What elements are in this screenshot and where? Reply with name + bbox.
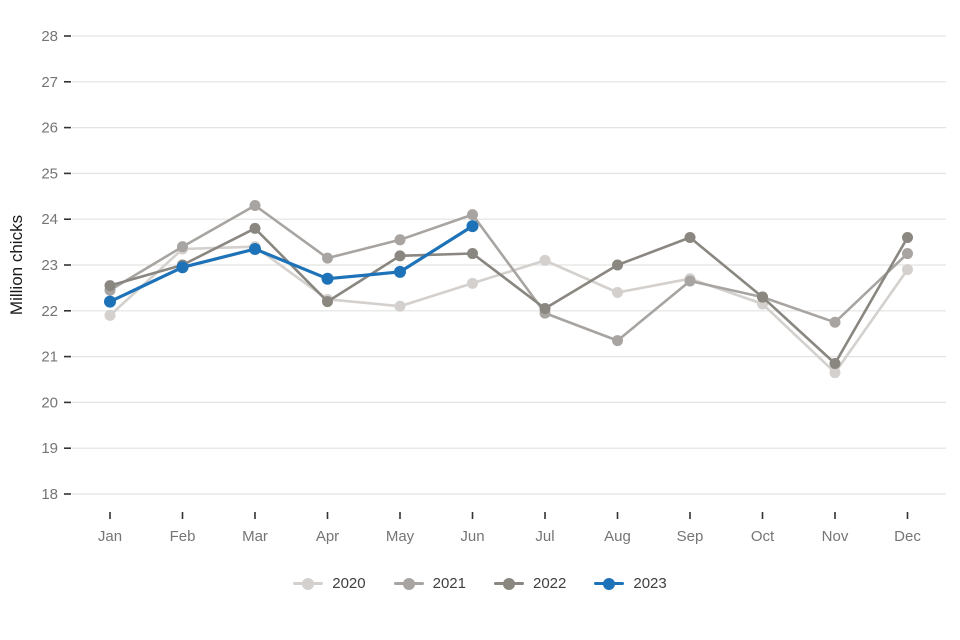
- legend-line-swatch: [594, 577, 625, 590]
- point-2020-Jun: [467, 277, 478, 289]
- point-2020-Dec: [902, 264, 913, 276]
- legend-label: 2020: [332, 575, 366, 592]
- point-2021-Feb: [177, 241, 188, 253]
- point-2020-Nov: [829, 367, 841, 379]
- y-tick-label: 21: [41, 349, 58, 366]
- point-2021-Sep: [684, 275, 696, 287]
- point-2021-Apr: [322, 252, 333, 264]
- point-2022-Apr: [322, 296, 333, 308]
- chart-legend: 2020 2021 2022 2023: [0, 576, 960, 591]
- point-2021-Aug: [612, 335, 623, 347]
- point-2021-Mar: [249, 199, 261, 211]
- y-tick-label: 18: [41, 486, 58, 503]
- x-tick-label: Nov: [822, 528, 849, 545]
- point-2023-Apr: [321, 272, 334, 285]
- point-2022-Oct: [757, 291, 768, 303]
- y-tick-label: 23: [41, 257, 58, 274]
- x-tick-label: May: [386, 528, 415, 545]
- point-2021-Nov: [829, 316, 841, 328]
- point-2022-Nov: [829, 357, 841, 369]
- point-2022-Jan: [104, 280, 116, 292]
- x-tick-label: Jul: [535, 528, 554, 545]
- point-2020-Aug: [612, 286, 623, 298]
- line-chart: 28 27 26 25 24 23 22 21 20 19 18 Jan Feb Mar Apr May Jun…: [7, 28, 946, 545]
- x-tick-label: Dec: [894, 528, 921, 545]
- x-tick-label: Oct: [751, 528, 775, 545]
- series-line-2021: [108, 204, 909, 342]
- y-tick-label: 19: [41, 440, 58, 457]
- legend-item-2020: 2020: [293, 575, 366, 592]
- legend-point-icon: [402, 577, 415, 590]
- series-line-2020: [108, 245, 909, 374]
- point-2022-Aug: [612, 259, 623, 271]
- x-tick-label: Mar: [242, 528, 268, 545]
- x-tick-label: Jan: [98, 528, 122, 545]
- x-tick-label: Jun: [460, 528, 484, 545]
- legend-label: 2022: [533, 575, 567, 592]
- legend-point-icon: [302, 577, 315, 590]
- y-tick-label: 26: [41, 120, 58, 137]
- point-2022-Dec: [902, 232, 913, 244]
- point-2023-May: [394, 265, 406, 278]
- point-2022-Mar: [249, 222, 261, 234]
- y-tick-label: 27: [41, 74, 58, 91]
- point-2021-Dec: [902, 248, 913, 260]
- x-tick-label: Sep: [677, 528, 704, 545]
- y-tick-label: 28: [41, 28, 58, 45]
- point-2023-Mar: [249, 242, 261, 255]
- point-2022-Jul: [539, 303, 551, 315]
- y-tick-label: 22: [41, 303, 58, 320]
- y-tick-label: 25: [41, 165, 58, 182]
- legend-line-swatch: [494, 577, 524, 590]
- y-tick-label: 20: [41, 394, 58, 411]
- legend-line-swatch: [393, 577, 424, 590]
- legend-item-2023: 2023: [594, 575, 667, 592]
- y-tick-label: 24: [41, 211, 58, 228]
- y-axis-title: Million chicks: [7, 215, 26, 315]
- legend-line-swatch: [293, 577, 324, 590]
- series-line-2023: [108, 224, 475, 304]
- point-2022-Jun: [467, 248, 478, 260]
- legend-item-2022: 2022: [494, 576, 566, 591]
- point-2022-May: [394, 250, 406, 262]
- legend-point-icon: [603, 577, 616, 590]
- legend-item-2021: 2021: [393, 575, 466, 592]
- point-2022-Sep: [684, 232, 696, 244]
- point-2020-Jan: [104, 309, 116, 321]
- x-tick-label: Feb: [170, 528, 196, 545]
- legend-point-icon: [503, 577, 515, 590]
- point-2023-Feb: [176, 261, 189, 274]
- point-2020-Jul: [539, 254, 551, 266]
- x-tick-label: Aug: [604, 528, 631, 545]
- series-line-2022: [108, 227, 909, 365]
- point-2023-Jun: [466, 220, 479, 233]
- point-2021-May: [394, 234, 406, 246]
- point-2023-Jan: [104, 295, 116, 308]
- x-tick-label: Apr: [316, 528, 339, 545]
- legend-label: 2021: [432, 575, 466, 592]
- legend-label: 2023: [633, 575, 667, 592]
- point-2020-May: [394, 300, 406, 312]
- point-2021-Jun: [467, 209, 478, 221]
